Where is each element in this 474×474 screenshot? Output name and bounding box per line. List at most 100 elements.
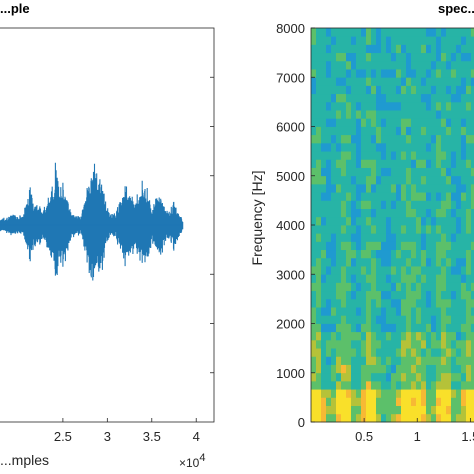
spectrogram-cell	[411, 101, 417, 111]
spectrogram-cell	[406, 413, 412, 423]
spectrogram-cell	[326, 200, 332, 209]
spectrogram-cell	[431, 331, 437, 341]
spectrogram-cell	[426, 200, 432, 209]
spectrogram-cell	[396, 372, 402, 382]
spectrogram-cell	[401, 380, 407, 390]
spectrogram-cell	[336, 175, 342, 185]
spectrogram-cell	[461, 110, 467, 119]
spectrogram-cell	[381, 28, 387, 37]
spectrogram-cell	[336, 183, 342, 193]
spectrogram-cell	[441, 339, 447, 349]
spectrogram-cell	[336, 380, 342, 390]
spectrogram-cell	[361, 274, 367, 283]
spectrogram-cell	[391, 241, 397, 251]
spectrogram-cell	[446, 200, 452, 209]
spectrogram-cell	[386, 315, 392, 324]
spectrogram-cell	[351, 85, 357, 95]
spectrogram-cell	[356, 159, 362, 168]
spectrogram-cell	[396, 159, 402, 168]
spectrogram-cell	[446, 397, 452, 406]
spectrogram-cell	[466, 405, 472, 415]
spectrogram-cell	[456, 405, 462, 415]
spectrogram-cell	[456, 77, 462, 86]
spectrogram-cell	[346, 69, 352, 78]
spectrogram-cell	[341, 118, 347, 127]
spectrogram-cell	[451, 413, 457, 423]
spectrogram-cell	[441, 257, 447, 267]
spectrogram-cell	[351, 274, 357, 283]
spectrogram-cell	[346, 101, 352, 111]
spectrogram-cell	[466, 241, 472, 251]
spectrogram-cell	[436, 134, 442, 144]
spectrogram-cell	[471, 142, 474, 152]
spectrogram-cell	[461, 175, 467, 185]
spectrogram-cell	[336, 298, 342, 308]
spectrogram-cell	[431, 142, 437, 152]
spectrogram-cell	[396, 28, 402, 37]
spectrogram-cell	[331, 348, 337, 357]
spectrogram-cell	[401, 348, 407, 357]
spectrogram-cell	[311, 389, 317, 398]
spectrogram-cell	[391, 413, 397, 423]
spectrogram-cell	[466, 225, 472, 234]
spectrogram-cell	[401, 93, 407, 103]
spectrogram-cell	[396, 200, 402, 209]
spectrogram-cell	[446, 151, 452, 160]
spectrogram-cell	[461, 249, 467, 259]
spectrogram-cell	[351, 167, 357, 177]
spectrogram-cell	[356, 241, 362, 251]
spectrogram-cell	[401, 200, 407, 209]
spectrogram-cell	[441, 183, 447, 193]
spectrogram-cell	[416, 183, 422, 193]
spectrogram-cell	[391, 389, 397, 398]
spectrogram-cell	[381, 118, 387, 127]
spectrogram-cell	[326, 339, 332, 349]
spectrogram-cell	[441, 298, 447, 308]
spectrogram-cell	[466, 159, 472, 168]
spectrogram-cell	[421, 183, 427, 193]
spectrogram-cell	[391, 142, 397, 152]
spectrogram-cell	[321, 77, 327, 86]
spectrogram-cell	[316, 380, 322, 390]
spectrogram-cell	[361, 134, 367, 144]
spectrogram-cell	[456, 69, 462, 78]
spectrogram-cell	[426, 52, 432, 62]
spectrogram-cell	[446, 60, 452, 70]
spectrogram-cell	[436, 364, 442, 374]
spectrogram-cell	[331, 200, 337, 209]
spectrogram-cell	[431, 298, 437, 308]
spectrogram-cell	[421, 290, 427, 300]
spectrogram-cell	[316, 282, 322, 292]
spectrogram-cell	[361, 323, 367, 333]
spectrogram-cell	[376, 413, 382, 423]
spectrogram-cell	[411, 192, 417, 201]
spectrogram-cell	[391, 167, 397, 177]
spectrogram-cell	[441, 110, 447, 119]
spectrogram-cell	[426, 389, 432, 398]
spectrogram-cell	[331, 118, 337, 127]
spectrogram-cell	[376, 28, 382, 37]
spectrogram-cell	[311, 52, 317, 62]
spectrogram-cell	[326, 151, 332, 160]
spectrogram-cell	[426, 216, 432, 226]
spectrogram-cell	[471, 200, 474, 209]
spectrogram-cell	[406, 52, 412, 62]
spectrogram-cell	[401, 339, 407, 349]
spectrogram-cell	[431, 77, 437, 86]
spectrogram-cell	[346, 159, 352, 168]
spectrogram-cell	[361, 60, 367, 70]
spectrogram-cell	[411, 356, 417, 365]
spectrogram-cell	[346, 307, 352, 316]
spectrogram-cell	[351, 134, 357, 144]
spectrogram-cell	[446, 356, 452, 365]
spectrogram-cell	[401, 372, 407, 382]
spectrogram-cell	[396, 77, 402, 86]
spectrogram-cell	[401, 405, 407, 415]
spectrogram-cell	[316, 216, 322, 226]
spectrogram-cell	[366, 315, 372, 324]
spectrogram-cell	[421, 348, 427, 357]
spectrogram-cell	[461, 225, 467, 234]
spectrogram-cell	[311, 257, 317, 267]
spectrogram-cell	[456, 298, 462, 308]
